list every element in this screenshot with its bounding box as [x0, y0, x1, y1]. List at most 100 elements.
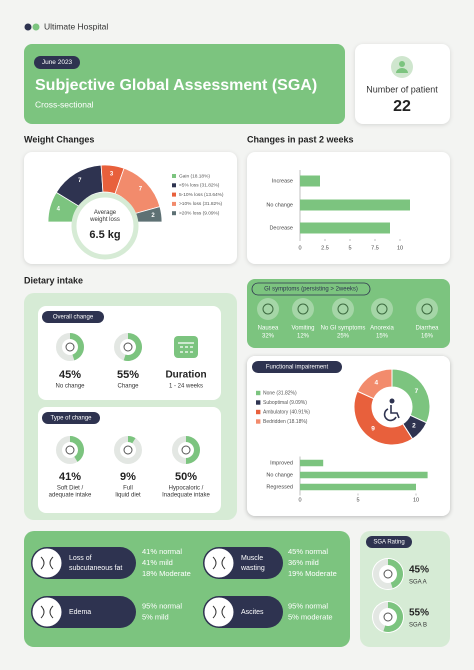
duration-icon — [178, 342, 194, 353]
finding-name: Muscle — [241, 555, 263, 562]
finding-stat: 18% Moderate — [142, 569, 191, 578]
category-label: Increase — [272, 178, 293, 184]
logo-dot — [32, 23, 40, 31]
gauge-arc — [70, 436, 84, 462]
bar — [300, 459, 324, 467]
bar — [300, 199, 410, 211]
gauge-value: 9% — [120, 471, 136, 483]
patient-icon — [396, 68, 408, 73]
title-pill — [252, 361, 342, 373]
segment-label: 2 — [151, 213, 155, 219]
finding-icon — [40, 556, 54, 570]
x-tick-label: 2.5 — [321, 245, 329, 251]
finding-icon — [212, 556, 226, 570]
bar — [300, 483, 416, 491]
legend-label: None (31.82%) — [263, 390, 297, 396]
finding-stat: 41% normal — [142, 547, 182, 556]
category-label: Decrease — [269, 225, 293, 231]
title-pill — [366, 536, 412, 548]
segment — [353, 390, 414, 446]
gauge-caption: adequate intake — [49, 493, 92, 499]
gauge-caption: liquid diet — [115, 493, 141, 499]
symptom-name: Vomiting — [291, 326, 314, 332]
x-tick-label: 10 — [413, 497, 419, 503]
rating-value: 55% — [409, 608, 429, 619]
legend-swatch — [172, 174, 176, 178]
segment-label: 4 — [57, 206, 61, 212]
x-tick-label: 0 — [298, 245, 301, 251]
symptom-icon — [262, 303, 274, 315]
gauge-value: 45% — [59, 369, 81, 381]
gauge-caption: Hypocaloric / — [169, 486, 204, 492]
finding-icon — [212, 605, 226, 619]
symptom-value: 16% — [421, 334, 434, 340]
gauge-icon — [65, 445, 75, 455]
finding-icon — [203, 547, 235, 579]
segment-label: 7 — [415, 388, 419, 395]
segment-label: 3 — [110, 172, 114, 178]
legend-label: <5% loss (31.82%) — [179, 183, 220, 189]
banner-title: Subjective Global Assessment (SGA) — [35, 77, 317, 94]
patient-icon — [399, 61, 405, 67]
finding-stat: 19% Moderate — [288, 569, 337, 578]
legend-swatch — [172, 211, 176, 216]
gauge-arc — [70, 333, 85, 361]
legend-swatch — [256, 390, 261, 396]
symptom-icon — [257, 298, 279, 320]
gauge-arc — [383, 602, 403, 632]
legend-swatch — [172, 201, 176, 206]
gauge-arc — [186, 436, 200, 464]
center-disc — [71, 192, 139, 260]
legend-swatch — [256, 409, 261, 415]
center-value: 6.5 kg — [89, 229, 120, 241]
symptom-name: Anorexia — [370, 326, 394, 332]
banner — [24, 44, 345, 124]
symptom-icon — [371, 298, 393, 320]
x-tick-label: 10 — [397, 245, 403, 251]
duration-label: Duration — [165, 370, 206, 381]
finding-icon — [203, 596, 235, 628]
gauge-arc — [128, 436, 136, 444]
symptom-value: 32% — [262, 334, 275, 340]
legend-label: Gain (18.18%) — [179, 173, 210, 179]
gauge-caption: Soft Diet / — [57, 486, 84, 492]
card — [38, 306, 221, 400]
legend-label: Bedridden (18.18%) — [263, 419, 308, 425]
segment-label: 7 — [139, 186, 143, 192]
title-pill — [42, 311, 104, 323]
gauge-caption: Change — [117, 384, 139, 390]
title: GI symptoms (persisting > 2weeks) — [264, 287, 358, 293]
symptom-icon — [297, 303, 309, 315]
title: SGA Rating — [373, 540, 404, 546]
date-pill — [34, 56, 80, 69]
category-label: No change — [266, 472, 293, 478]
duration-value: 1 - 24 weeks — [169, 384, 203, 390]
title: Functional impairement — [266, 365, 329, 371]
finding-name: Ascites — [241, 609, 264, 616]
finding-name: Edema — [69, 609, 91, 616]
finding-stat: 45% normal — [288, 547, 328, 556]
section-title: Changes in past 2 weeks — [247, 134, 354, 144]
gauge-icon — [181, 445, 191, 455]
finding-stat: 95% normal — [142, 601, 182, 610]
center-label: weight loss — [89, 217, 120, 223]
symptom-name: No GI symptoms — [321, 326, 366, 332]
category-label: Regressed — [266, 484, 293, 490]
x-tick-label: 0 — [298, 497, 301, 503]
bar — [300, 471, 428, 479]
finding-icon — [31, 596, 63, 628]
symptom-value: 25% — [337, 334, 350, 340]
section-title: Weight Changes — [24, 134, 94, 144]
date: June 2023 — [42, 59, 73, 66]
patient-label: Number of patient — [366, 84, 438, 94]
gauge-icon — [383, 569, 393, 579]
gauge-icon — [123, 445, 133, 455]
gauge-value: 41% — [59, 471, 81, 483]
gauge-caption: Inadequate intake — [162, 493, 210, 499]
finding-name: wasting — [240, 565, 265, 572]
title-pill — [42, 412, 100, 424]
gauge-arc — [123, 333, 142, 361]
gauge-icon — [123, 342, 133, 352]
x-tick-label: 5 — [348, 245, 351, 251]
